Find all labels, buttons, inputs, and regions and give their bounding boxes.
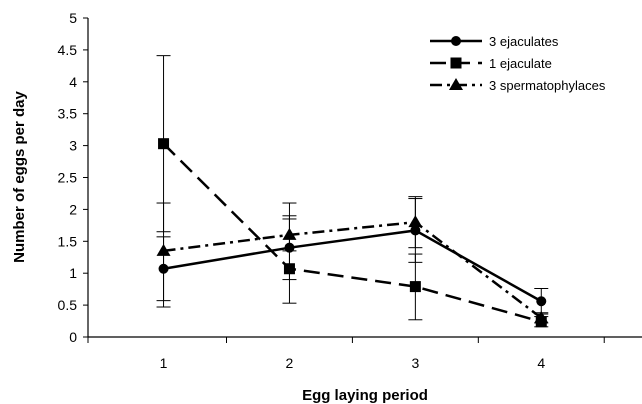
data-point <box>534 310 549 323</box>
data-point <box>536 296 547 307</box>
axes <box>87 18 642 338</box>
series-line-3-ejaculates <box>163 229 542 303</box>
y-tick-label: 5 <box>69 10 77 26</box>
data-point <box>282 227 297 240</box>
data-point <box>156 243 171 256</box>
x-tick-label: 4 <box>537 355 545 371</box>
data-point <box>283 263 295 275</box>
data-point <box>284 242 295 253</box>
series-markers <box>156 138 549 328</box>
y-ticks: 0 0.5 1 1.5 2 2.5 3 3.5 4 4.5 5 <box>58 10 88 345</box>
y-tick-label: 2 <box>69 201 77 217</box>
x-tick-label: 3 <box>411 355 419 371</box>
y-tick-label: 3.5 <box>58 106 78 122</box>
y-tick-label: 1 <box>69 265 77 281</box>
data-point <box>410 225 421 236</box>
data-point <box>158 138 170 150</box>
data-point <box>409 281 421 293</box>
x-tick-label: 2 <box>286 355 294 371</box>
y-tick-label: 4 <box>69 74 77 90</box>
y-tick-label: 3 <box>69 138 77 154</box>
series-lines <box>162 142 543 323</box>
series-line-1-ejaculate <box>162 142 542 323</box>
y-tick-label: 0 <box>69 329 77 345</box>
error-bars <box>156 55 549 328</box>
legend-marker <box>450 57 462 69</box>
y-tick-label: 2.5 <box>58 170 78 186</box>
y-axis-title: Number of eggs per day <box>11 90 28 262</box>
legend-label: 3 ejaculates <box>489 34 559 49</box>
x-ticks: 1 2 3 4 <box>87 337 605 371</box>
legend-marker <box>451 36 461 46</box>
y-tick-label: 0.5 <box>58 297 78 313</box>
series-line-3-spermatophylaces <box>163 220 543 319</box>
legend-label: 1 ejaculate <box>489 56 552 71</box>
x-tick-label: 1 <box>160 355 168 371</box>
y-tick-label: 1.5 <box>58 233 78 249</box>
y-tick-label: 4.5 <box>58 42 78 58</box>
data-point <box>408 215 423 228</box>
legend-label: 3 spermatophylaces <box>489 78 606 93</box>
legend-marker <box>449 78 463 90</box>
legend: 3 ejaculates 1 ejaculate 3 spermatophylace… <box>430 34 606 93</box>
x-axis-title: Egg laying period <box>302 387 428 404</box>
data-point <box>158 263 169 274</box>
